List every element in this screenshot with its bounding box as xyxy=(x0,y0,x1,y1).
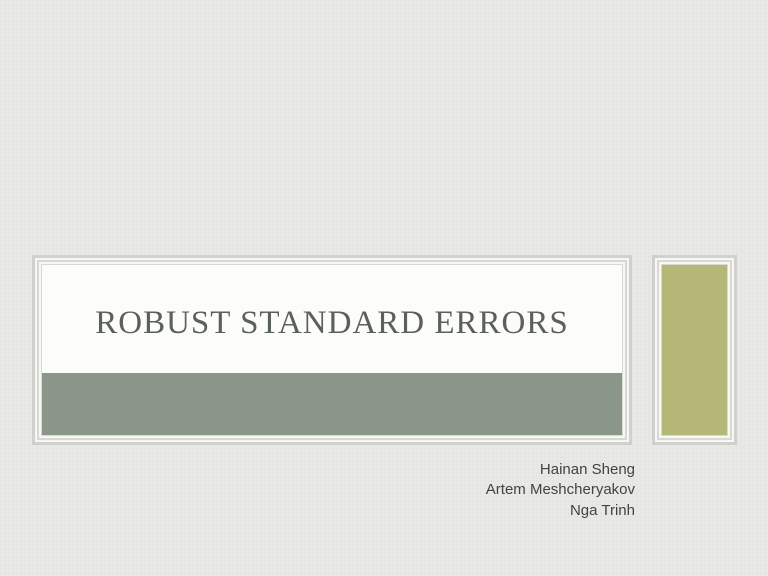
author-line: Nga Trinh xyxy=(400,501,635,521)
side-box-inner xyxy=(661,264,728,436)
author-line: Hainan Sheng xyxy=(400,460,635,480)
title-box-inner: ROBUST STANDARD ERRORS xyxy=(41,264,623,436)
slide-title: ROBUST STANDARD ERRORS xyxy=(42,305,622,342)
side-box xyxy=(652,255,737,445)
author-line: Artem Meshcheryakov xyxy=(400,480,635,500)
authors-block: Hainan Sheng Artem Meshcheryakov Nga Tri… xyxy=(400,460,635,521)
title-box: ROBUST STANDARD ERRORS xyxy=(32,255,632,445)
accent-bar xyxy=(42,373,622,435)
